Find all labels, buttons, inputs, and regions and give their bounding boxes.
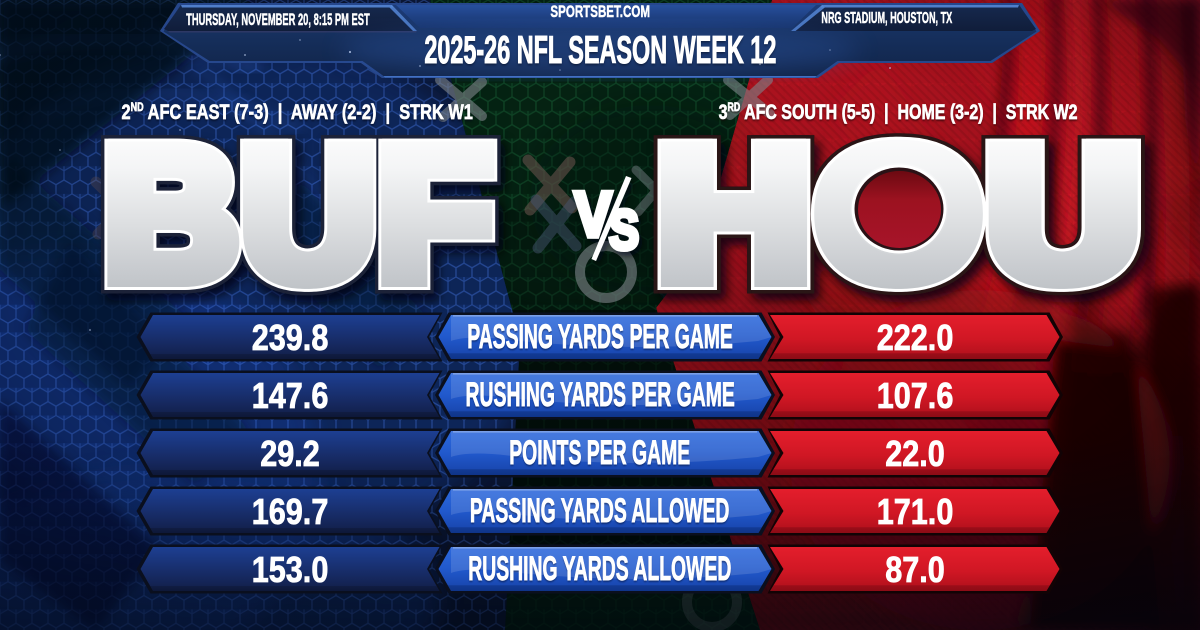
svg-text:BUF: BUF bbox=[103, 110, 493, 319]
svg-text:V: V bbox=[575, 179, 612, 250]
svg-text:BUF: BUF bbox=[107, 110, 497, 319]
svg-text:BUF: BUF bbox=[103, 110, 493, 319]
svg-text:BUF: BUF bbox=[107, 110, 497, 319]
svg-text:BUF: BUF bbox=[107, 110, 497, 319]
svg-text:BUF: BUF bbox=[103, 110, 493, 319]
svg-text:S: S bbox=[609, 198, 639, 261]
